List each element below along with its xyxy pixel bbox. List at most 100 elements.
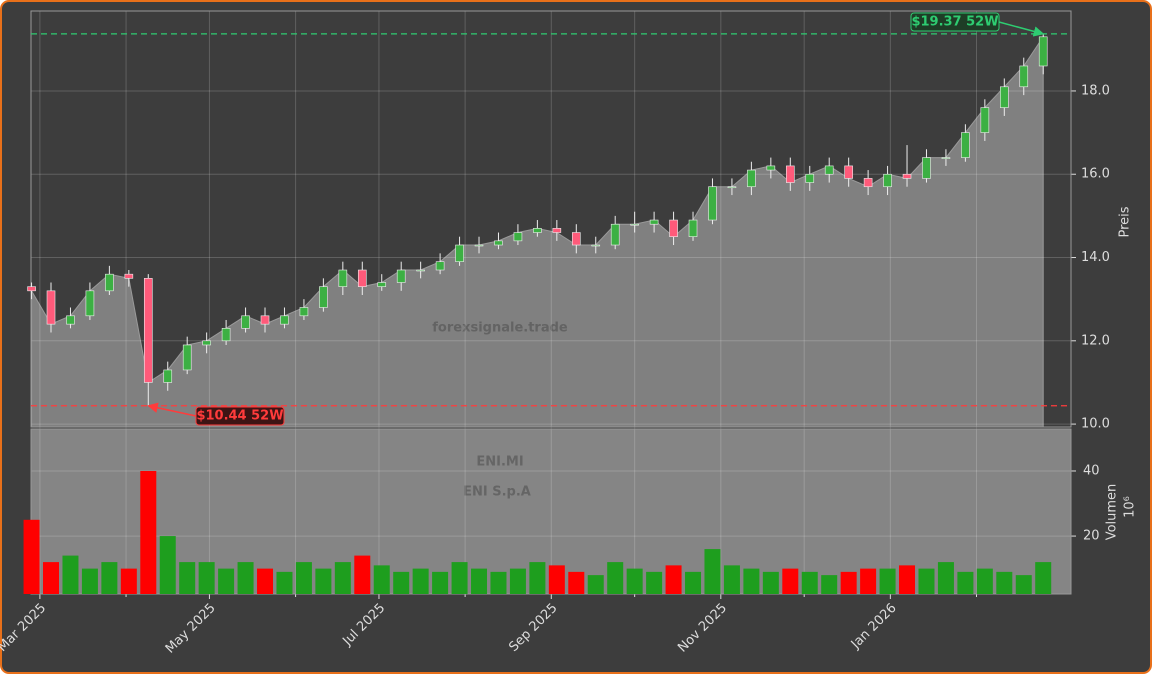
volume-bar [879,568,896,594]
candle-body [727,186,737,189]
candle-body [844,165,853,179]
volume-bar [198,562,215,594]
volume-bar [451,562,468,594]
candle-body [124,273,134,279]
candle-body [163,369,173,383]
y-tick-label: 18.0 [1081,83,1110,98]
volume-bar [646,571,663,594]
volume-bar [723,565,740,594]
candle-body [785,165,795,183]
watermark: forexsignale.trade [432,321,568,336]
volume-bar [295,562,312,594]
volume-bar [1035,562,1052,594]
candle-body [961,132,970,158]
candle-body [338,269,348,287]
candle-body [241,315,250,329]
candle-body [319,286,328,308]
y-tick-label: 20 [1083,529,1100,544]
candle-body [708,186,717,221]
price-axes [30,10,1072,428]
volume-bar [918,568,935,594]
candle-body [280,315,289,325]
candle-body [202,340,211,346]
candle-body [669,219,678,237]
candle-body [396,269,406,283]
candle-body [260,315,270,325]
candle-body [299,307,309,317]
volume-bar [334,562,351,594]
volume-bar [373,565,390,594]
volume-bar [432,571,449,594]
candle-body [863,178,873,188]
volume-bar [626,568,643,594]
volume-bar [685,571,702,594]
volume-bar [237,562,254,594]
volume-bar [315,568,332,594]
volume-bar [821,575,838,594]
volume-bar [159,536,176,594]
candle-body [980,107,990,133]
volume-bar [490,571,507,594]
volume-bar [1015,575,1032,594]
candle-body [883,173,892,188]
candle-body [416,269,425,272]
volume-bar [801,571,818,594]
candle-body [66,315,75,325]
candle-body [591,244,601,247]
y-tick-label: 10.0 [1081,417,1110,432]
volume-bar [412,568,429,594]
volume-bar [81,568,98,594]
candle-body [552,228,562,233]
volume-bar [762,571,779,594]
volume-bar [899,565,916,594]
volume-bar [937,562,954,594]
volume-bar [704,549,721,594]
candle-body [455,244,464,262]
candle-body [902,173,912,179]
y-axis-label: Preis [1118,206,1133,237]
candle-body [143,278,153,383]
candle-body [630,223,639,226]
annotation-label: $19.37 52W [911,15,998,30]
candle-body [533,228,542,233]
candle-body [610,223,620,246]
candle-body [474,244,484,247]
candle-body [27,286,36,292]
volume-bar [23,519,40,594]
volume-bar [43,562,60,594]
candle-body [46,290,56,325]
y-tick-label: 12.0 [1081,333,1110,348]
volume-bar [529,562,546,594]
symbol-watermark: ENI.MI [476,455,523,470]
volume-bar [471,568,488,594]
volume-scale-label: 10⁶ [1123,496,1138,518]
volume-bar [101,562,118,594]
candle-body [377,282,387,287]
volume-bar [587,575,604,594]
volume-bar [509,568,526,594]
volume-bar [996,571,1013,594]
candle-body [494,240,503,246]
volume-bar [179,562,196,594]
candle-body [435,261,445,271]
candle-body [221,328,231,342]
volume-bar [957,571,974,594]
candle-body [922,157,931,179]
candle-body [999,86,1009,108]
candle-body [766,165,776,171]
volume-bar [354,555,371,594]
annotation-arrow [147,402,197,417]
volume-axis-label: Volumen [1105,484,1120,541]
company-watermark: ENI S.p.A [463,485,531,500]
volume-bar [548,565,565,594]
candle-body [941,157,951,159]
candle-body [1038,36,1048,67]
volume-bar [976,568,993,594]
volume-bar [276,571,293,594]
volume-bar [860,568,877,594]
volume-bar [607,562,624,594]
candle-body [805,173,815,183]
candle-body [688,219,698,237]
volume-bar [140,470,157,594]
